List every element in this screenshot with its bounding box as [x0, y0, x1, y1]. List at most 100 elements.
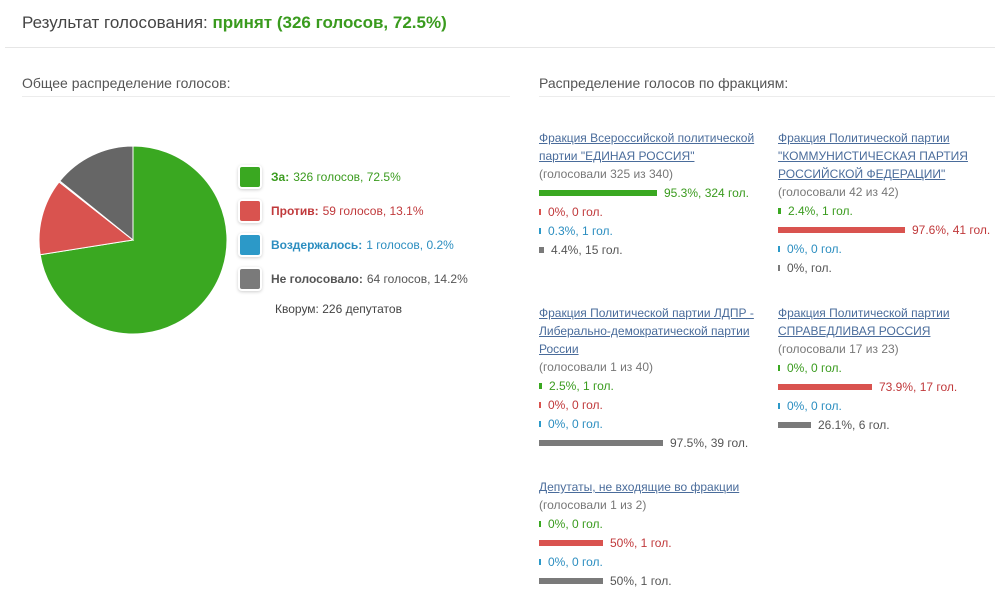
faction-stat-row: 95.3%, 324 гол.: [539, 183, 759, 202]
overall-divider: [22, 96, 510, 97]
faction-stat-row: 0.3%, 1 гол.: [539, 221, 759, 240]
faction-stat-row: 0%, 0 гол.: [539, 414, 769, 433]
faction-stat-bar: [778, 402, 780, 409]
legend-value: 64 голосов, 14.2%: [366, 272, 468, 286]
legend-swatch: [240, 167, 260, 187]
faction-stat-row: 0%, 0 гол.: [539, 514, 769, 533]
faction-stat-row: 0%, 0 гол.: [539, 395, 769, 414]
faction-stat-row: 2.4%, 1 гол.: [778, 201, 998, 220]
faction-stat-bar: [778, 364, 780, 371]
faction-stat-text: 73.9%, 17 гол.: [879, 379, 958, 394]
faction-stat-bar: [539, 420, 541, 427]
faction-block: Фракция Политической партии "КОММУНИСТИЧ…: [778, 129, 998, 277]
faction-distribution-title: Распределение голосов по фракциям:: [539, 75, 789, 91]
faction-stat-bar: [539, 439, 663, 446]
faction-stat-bar: [539, 539, 603, 546]
faction-stat-row: 0%, 0 гол.: [778, 396, 978, 415]
faction-stat-text: 26.1%, 6 гол.: [818, 417, 890, 432]
overall-pie-chart: [38, 145, 228, 335]
faction-stat-row: 73.9%, 17 гол.: [778, 377, 978, 396]
faction-stat-bar: [778, 226, 905, 233]
faction-block: Фракция Политической партии ЛДПР - Либер…: [539, 304, 769, 452]
faction-stat-text: 0%, 0 гол.: [548, 516, 603, 531]
faction-stat-row: 50%, 1 гол.: [539, 533, 769, 552]
faction-stat-bar: [539, 577, 603, 584]
faction-link[interactable]: Депутаты, не входящие во фракции: [539, 480, 740, 494]
faction-stat-row: 0%, 0 гол.: [778, 239, 998, 258]
faction-stat-bar: [539, 558, 541, 565]
faction-stat-row: 97.5%, 39 гол.: [539, 433, 769, 452]
faction-link[interactable]: Фракция Всероссийской политической парти…: [539, 131, 755, 163]
legend-swatch: [240, 235, 260, 255]
faction-link[interactable]: Фракция Политической партии СПРАВЕДЛИВАЯ…: [778, 306, 950, 338]
legend-label: Против:: [271, 204, 319, 218]
legend-value: 59 голосов, 13.1%: [322, 204, 424, 218]
vote-result-label: Результат голосования:: [22, 13, 213, 32]
pie-slice-1: [38, 181, 135, 256]
faction-block: Фракция Всероссийской политической парти…: [539, 129, 759, 259]
faction-stat-row: 0%, 0 гол.: [539, 552, 769, 571]
faction-block: Депутаты, не входящие во фракции (голосов…: [539, 478, 769, 590]
faction-stat-text: 50%, 1 гол.: [610, 535, 672, 550]
overall-distribution-title: Общее распределение голосов:: [22, 75, 231, 91]
faction-stat-text: 0.3%, 1 гол.: [548, 223, 613, 238]
faction-stat-text: 0%, 0 гол.: [787, 360, 842, 375]
faction-stat-text: 0%, 0 гол.: [548, 397, 603, 412]
faction-stat-text: 0%, 0 гол.: [548, 554, 603, 569]
faction-stat-text: 0%, 0 гол.: [787, 241, 842, 256]
faction-stat-text: 2.5%, 1 гол.: [549, 378, 614, 393]
legend-item: За: 326 голосов, 72.5%: [240, 160, 468, 194]
faction-stat-bar: [778, 245, 780, 252]
faction-stat-row: 97.6%, 41 гол.: [778, 220, 998, 239]
faction-stat-bar: [539, 520, 541, 527]
faction-stat-bar: [778, 421, 811, 428]
pie-legend: За: 326 голосов, 72.5% Против: 59 голосов, …: [240, 160, 468, 316]
faction-stat-bar: [539, 189, 657, 196]
legend-label: За:: [271, 170, 290, 184]
faction-stat-text: 50%, 1 гол.: [610, 573, 672, 588]
faction-stat-row: 50%, 1 гол.: [539, 571, 769, 590]
faction-voted-count: (голосовали 325 из 340): [539, 167, 674, 181]
faction-stat-row: 2.5%, 1 гол.: [539, 376, 769, 395]
faction-voted-count: (голосовали 42 из 42): [778, 185, 899, 199]
faction-stat-bar: [539, 246, 544, 253]
faction-stat-text: 95.3%, 324 гол.: [664, 185, 749, 200]
vote-result-value: принят (326 голосов, 72.5%): [212, 13, 447, 32]
faction-stat-row: 4.4%, 15 гол.: [539, 240, 759, 259]
pie-slice-3: [59, 145, 134, 242]
faction-stat-text: 0%, 0 гол.: [548, 204, 603, 219]
faction-stat-text: 4.4%, 15 гол.: [551, 242, 623, 257]
legend-item: Против: 59 голосов, 13.1%: [240, 194, 468, 228]
legend-item: Воздержалось: 1 голосов, 0.2%: [240, 228, 468, 262]
faction-stat-text: 0%, гол.: [787, 260, 832, 275]
legend-label: Не голосовало:: [271, 272, 363, 286]
faction-stat-text: 0%, 0 гол.: [548, 416, 603, 431]
legend-item: Не голосовало: 64 голосов, 14.2%: [240, 262, 468, 296]
faction-divider: [539, 96, 995, 97]
quorum-text: Кворум: 226 депутатов: [275, 302, 402, 316]
faction-stat-bar: [539, 401, 541, 408]
faction-stat-text: 0%, 0 гол.: [787, 398, 842, 413]
faction-voted-count: (голосовали 17 из 23): [778, 342, 899, 356]
faction-link[interactable]: Фракция Политической партии ЛДПР - Либер…: [539, 306, 754, 356]
faction-stat-bar: [778, 383, 872, 390]
faction-stat-row: 26.1%, 6 гол.: [778, 415, 978, 434]
legend-swatch: [240, 201, 260, 221]
vote-result-header: Результат голосования: принят (326 голос…: [22, 13, 447, 33]
header-divider: [5, 47, 995, 48]
faction-stat-text: 97.6%, 41 гол.: [912, 222, 991, 237]
faction-stat-row: 0%, гол.: [778, 258, 998, 277]
legend-swatch: [240, 269, 260, 289]
faction-stat-bar: [778, 207, 781, 214]
faction-stat-bar: [539, 208, 541, 215]
faction-stat-text: 2.4%, 1 гол.: [788, 203, 853, 218]
legend-value: 1 голосов, 0.2%: [366, 238, 454, 252]
faction-voted-count: (голосовали 1 из 40): [539, 360, 653, 374]
faction-link[interactable]: Фракция Политической партии "КОММУНИСТИЧ…: [778, 131, 968, 181]
legend-label: Воздержалось:: [271, 238, 363, 252]
faction-block: Фракция Политической партии СПРАВЕДЛИВАЯ…: [778, 304, 978, 434]
faction-voted-count: (голосовали 1 из 2): [539, 498, 647, 512]
faction-stat-row: 0%, 0 гол.: [539, 202, 759, 221]
faction-stat-bar: [778, 264, 780, 271]
